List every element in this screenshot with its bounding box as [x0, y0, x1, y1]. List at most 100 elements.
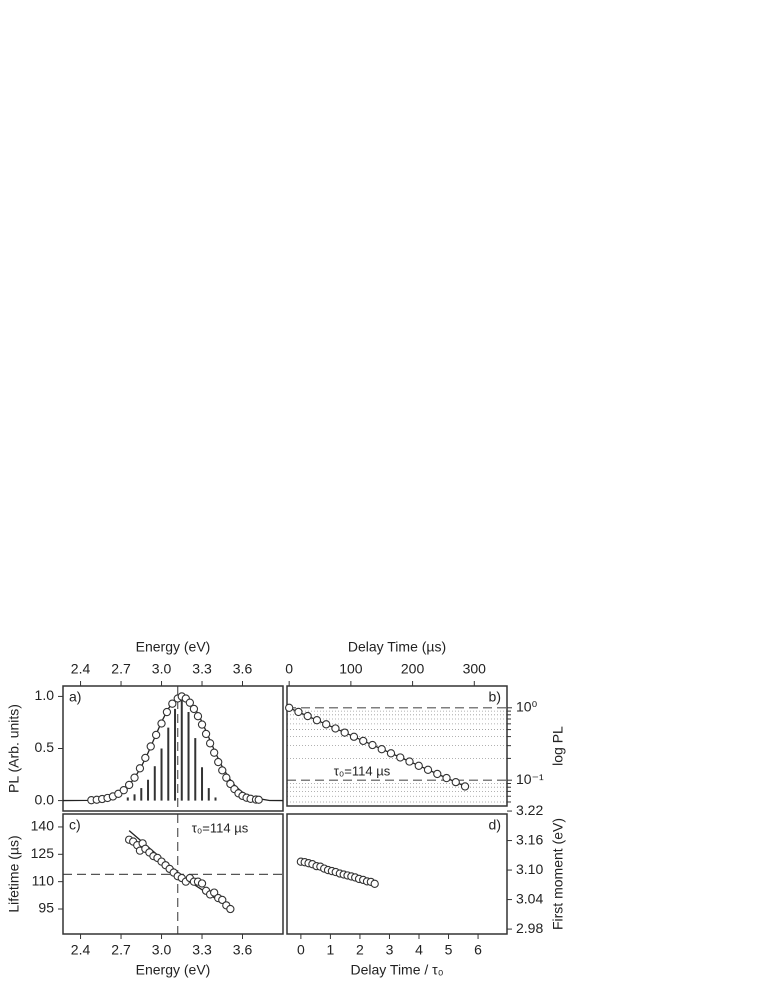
data-point	[377, 745, 386, 754]
data-point	[130, 773, 139, 782]
y-tick-label: 3.16	[516, 831, 543, 847]
y-tick-label: 10⁻¹	[516, 771, 544, 787]
plot-frame	[286, 685, 508, 807]
x-tick-label: 2.4	[71, 661, 91, 677]
annotation: τ₀=114 µs	[192, 820, 249, 835]
x-axis-title: Energy (eV)	[136, 639, 211, 655]
data-point	[197, 720, 207, 729]
data-point	[331, 724, 340, 733]
y-axis-title: log PL	[550, 726, 566, 766]
data-point	[396, 753, 405, 762]
data-point	[141, 753, 150, 763]
x-tick-label: 2	[356, 942, 364, 958]
data-point	[124, 780, 134, 790]
data-point	[322, 720, 331, 729]
panel-label: c)	[69, 817, 81, 833]
data-point	[210, 748, 219, 757]
data-point	[349, 732, 359, 741]
y-tick-label: 1.0	[35, 687, 55, 703]
x-tick-label: 3.3	[192, 661, 212, 677]
data-point	[135, 764, 145, 773]
x-tick-label: 3.0	[152, 661, 172, 677]
x-tick-label: 5	[445, 942, 453, 958]
y-axis-title: Lifetime (µs)	[6, 835, 22, 912]
y-tick-label: 10⁰	[516, 698, 538, 714]
data-point	[214, 757, 223, 767]
data-point	[451, 777, 460, 787]
y-tick-label: 3.10	[516, 861, 543, 877]
x-tick-label: 2.7	[111, 942, 131, 958]
y-tick-label: 3.04	[516, 890, 543, 906]
data-point	[405, 757, 414, 766]
data-point	[359, 736, 368, 746]
y-tick-label: 0.5	[35, 739, 55, 755]
x-tick-label: 4	[415, 942, 423, 958]
x-tick-label: 3.6	[233, 661, 253, 677]
x-axis-title: Energy (eV)	[136, 962, 211, 978]
data-point	[168, 699, 177, 708]
data-point	[151, 730, 161, 740]
data-point	[218, 895, 227, 905]
data-point	[433, 769, 442, 779]
y-tick-label: 2.98	[516, 920, 543, 936]
x-axis-title: Delay Time (µs)	[348, 639, 446, 655]
panel-label: a)	[69, 689, 81, 705]
data-point	[442, 773, 451, 783]
x-tick-label: 1	[327, 942, 335, 958]
plot-frame	[62, 813, 284, 935]
y-tick-label: 95	[38, 900, 54, 916]
x-tick-label: 2.4	[71, 942, 91, 958]
data-point	[340, 728, 349, 737]
x-tick-label: 300	[463, 661, 487, 677]
y-tick-label: 0.0	[35, 791, 55, 807]
x-tick-label: 100	[339, 661, 363, 677]
data-point	[423, 765, 433, 774]
fit-line	[62, 695, 284, 802]
x-tick-label: 3	[386, 942, 394, 958]
data-point	[294, 707, 303, 717]
data-point	[201, 729, 211, 739]
data-point	[119, 786, 128, 795]
data-point	[368, 740, 377, 750]
data-point	[189, 704, 199, 714]
panel-label: b)	[489, 689, 501, 705]
x-tick-label: 2.7	[111, 661, 131, 677]
x-tick-label: 6	[474, 942, 482, 958]
data-point	[414, 761, 423, 770]
x-tick-label: 3.6	[233, 942, 253, 958]
x-axis-title: Delay Time / τ₀	[350, 962, 443, 978]
data-point	[162, 707, 172, 717]
data-point	[210, 888, 219, 897]
data-point	[146, 742, 155, 751]
data-point	[370, 879, 379, 888]
y-tick-label: 110	[32, 872, 55, 888]
data-point	[303, 711, 312, 721]
data-point	[226, 904, 235, 914]
annotation: τ₀=114 µs	[334, 763, 391, 778]
x-tick-label: 200	[401, 661, 425, 677]
x-tick-label: 3.3	[192, 942, 212, 958]
data-point	[222, 773, 231, 782]
data-point	[254, 795, 263, 804]
data-point	[312, 716, 322, 725]
data-point	[157, 719, 166, 728]
y-axis-title: PL (Arb. units)	[6, 704, 22, 793]
x-tick-label: 0	[285, 661, 293, 677]
x-tick-label: 0	[297, 942, 305, 958]
panel-label: d)	[489, 817, 501, 833]
y-tick-label: 125	[31, 845, 55, 861]
y-axis-title: First moment (eV)	[550, 818, 566, 930]
plot-frame	[286, 813, 508, 935]
data-point	[386, 749, 396, 758]
data-point	[193, 712, 203, 721]
data-point	[285, 703, 294, 712]
data-point	[197, 879, 207, 888]
x-tick-label: 3.0	[152, 942, 172, 958]
data-point	[205, 739, 215, 748]
data-point	[218, 766, 227, 775]
data-point	[460, 782, 470, 791]
data-point	[185, 698, 195, 707]
y-tick-label: 140	[31, 818, 55, 834]
y-tick-label: 3.22	[516, 802, 543, 818]
